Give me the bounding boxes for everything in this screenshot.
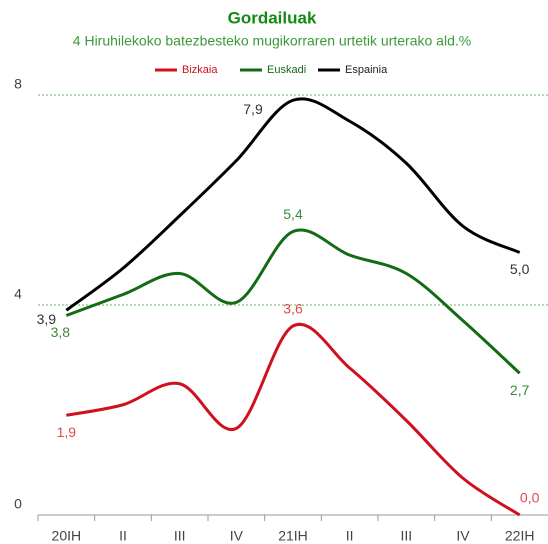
y-tick-label: 0	[14, 496, 22, 512]
x-tick-label: II	[119, 528, 127, 544]
x-tick-label: IV	[230, 528, 244, 544]
x-tick-label: IV	[456, 528, 470, 544]
data-label: 3,8	[51, 324, 71, 340]
line	[66, 322, 521, 517]
line	[65, 97, 521, 312]
data-label: 5,4	[283, 206, 303, 222]
y-tick-label: 8	[14, 76, 22, 92]
chart-subtitle: 4 Hiruhilekoko batezbesteko mugikorraren…	[73, 33, 471, 49]
legend-label: Espainia	[345, 64, 388, 76]
x-tick-label: II	[346, 528, 354, 544]
data-label: 3,9	[37, 311, 57, 327]
data-label: 0,0	[520, 490, 540, 506]
x-tick-label: 22IH	[505, 528, 535, 544]
x-tick-label: 20IH	[52, 528, 82, 544]
data-label: 3,6	[283, 301, 303, 317]
data-label: 2,7	[510, 382, 530, 398]
x-tick-label: III	[400, 528, 412, 544]
legend-label: Euskadi	[267, 64, 306, 76]
x-tick-label: 21IH	[278, 528, 308, 544]
data-label: 5,0	[510, 261, 530, 277]
x-tick-label: III	[174, 528, 186, 544]
data-label: 7,9	[243, 101, 263, 117]
legend-label: Bizkaia	[182, 64, 218, 76]
data-label: 1,9	[57, 424, 77, 440]
chart-title: Gordailuak	[228, 8, 317, 27]
line	[65, 228, 521, 375]
y-tick-label: 4	[14, 286, 22, 302]
